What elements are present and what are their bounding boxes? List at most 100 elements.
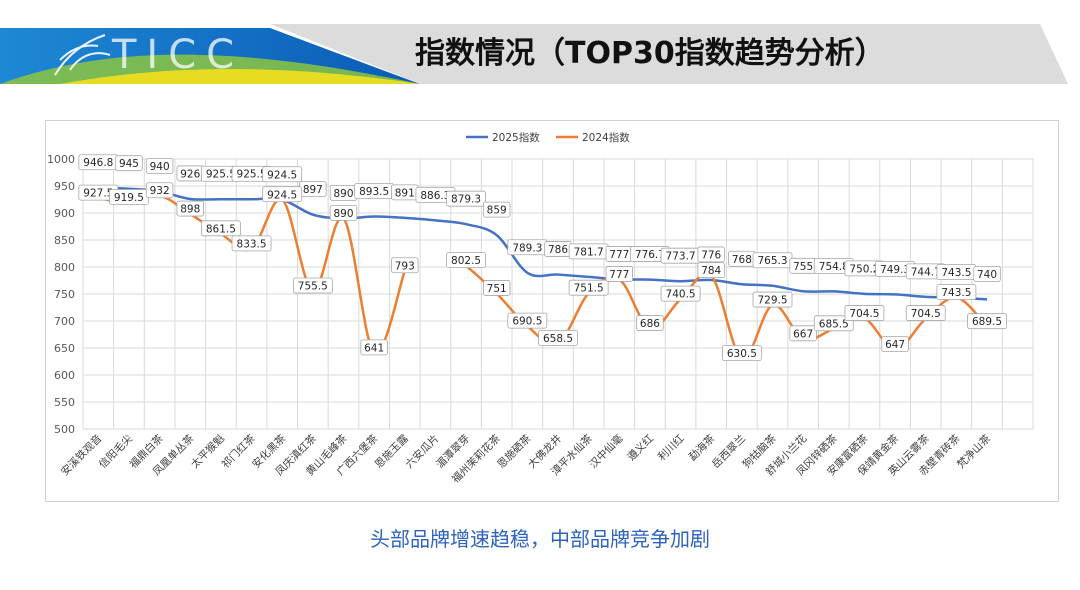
- data-label-2024: 784: [701, 265, 721, 277]
- data-label-box: [483, 280, 511, 296]
- data-label-box: [967, 313, 1007, 330]
- data-label-2024: 833.5: [237, 238, 267, 250]
- data-label-box: [697, 262, 725, 279]
- data-label-2025: 946.8: [83, 157, 113, 169]
- y-tick-label: 700: [54, 315, 75, 328]
- data-label-2024: 704.5: [911, 308, 941, 320]
- data-label-2025: 755: [793, 261, 813, 273]
- data-label-2024: 685.5: [819, 318, 849, 330]
- data-label-box: [752, 291, 793, 308]
- data-label-2024: 755.5: [298, 281, 328, 293]
- legend-label: 2024指数: [582, 131, 630, 144]
- header-banner: TICC 指数情况（TOP30指数趋势分析）: [0, 0, 1080, 90]
- data-label-box: [262, 166, 303, 183]
- data-label-2024: 686: [640, 318, 660, 330]
- data-label-2025: 776: [701, 249, 721, 261]
- data-label-box: [329, 205, 358, 221]
- data-label-2025: 925.5: [206, 169, 236, 181]
- data-label-box: [881, 336, 909, 353]
- data-label-box: [538, 330, 578, 346]
- data-label-2024: 793: [395, 260, 415, 272]
- data-label-2024: 740.5: [666, 289, 696, 301]
- x-tick-label: 梵净山茶: [954, 432, 993, 471]
- data-label-2025: 750.2: [849, 263, 879, 275]
- line-chart: 5005506006507007508008509009501000安溪铁观音信…: [47, 131, 1034, 486]
- data-label-2025: 945: [119, 158, 139, 170]
- data-label-2025: 781.7: [574, 246, 604, 258]
- data-label-box: [844, 305, 885, 321]
- data-label-2025: 859: [487, 205, 507, 217]
- data-label-box: [145, 158, 174, 174]
- data-label-2024: 932: [150, 185, 170, 197]
- data-label-2025: 893.5: [359, 186, 389, 198]
- data-label-box: [936, 284, 977, 300]
- data-label-box: [446, 190, 486, 207]
- y-tick-label: 850: [54, 234, 75, 247]
- x-tick-label: 汉中仙毫: [587, 432, 626, 471]
- summary-text: 头部品牌增速趋稳，中部品牌竞争加剧: [370, 527, 710, 551]
- data-label-2024: 777: [609, 269, 629, 281]
- data-label-box: [292, 277, 333, 294]
- data-label-box: [391, 257, 419, 274]
- data-label-2024: 919.5: [114, 192, 144, 204]
- data-label-2024: 924.5: [267, 189, 297, 201]
- data-label-2025: 744.7: [911, 266, 941, 278]
- data-label-box: [813, 315, 854, 332]
- data-label-2025: 879.3: [451, 194, 481, 206]
- data-label-2025: 891: [395, 187, 415, 199]
- x-tick-label: 遵义红: [625, 432, 657, 464]
- data-label-box: [176, 200, 204, 217]
- data-label-2025: 740: [977, 269, 997, 281]
- data-label-2024: 647: [885, 339, 905, 351]
- data-label-2024: 729.5: [757, 295, 787, 307]
- data-label-box: [905, 305, 946, 321]
- logo-text: TICC: [111, 32, 244, 78]
- data-label-2024: 630.5: [727, 348, 757, 360]
- data-label-box: [721, 345, 762, 361]
- data-label-box: [973, 265, 1001, 282]
- y-tick-label: 800: [54, 261, 75, 274]
- data-label-2024: 802.5: [451, 255, 481, 267]
- data-label-2024: 690.5: [512, 316, 542, 328]
- data-label-box: [697, 246, 725, 263]
- data-label-2024: 667: [793, 328, 813, 340]
- data-label-box: [507, 312, 548, 329]
- data-label-2025: 789.3: [512, 242, 542, 254]
- data-label-2025: 754.8: [819, 261, 849, 273]
- data-label-2024: 751: [487, 283, 507, 295]
- data-label-box: [605, 266, 633, 282]
- y-tick-label: 500: [54, 423, 75, 436]
- data-label-2025: 743.5: [941, 267, 971, 279]
- y-tick-label: 950: [54, 180, 75, 193]
- data-label-2024: 927.5: [83, 188, 113, 200]
- data-label-box: [262, 186, 303, 203]
- y-tick-label: 650: [54, 342, 75, 355]
- data-label-box: [660, 285, 701, 302]
- data-label-2024: 689.5: [972, 316, 1002, 328]
- data-label-2024: 704.5: [849, 308, 879, 320]
- y-tick-label: 550: [54, 396, 75, 409]
- data-label-box: [231, 235, 272, 252]
- data-label-2024: 898: [180, 204, 200, 216]
- data-label-2024: 890: [333, 208, 353, 220]
- data-label-box: [483, 201, 511, 218]
- data-label-2025: 777: [609, 249, 629, 261]
- data-label-2025: 749.3: [880, 264, 910, 276]
- data-label-box: [446, 252, 486, 269]
- data-label-2025: 886.3: [420, 190, 450, 202]
- data-label-2025: 925.5: [237, 169, 267, 181]
- logo-leaf-icon: [54, 34, 111, 76]
- data-label-2024: 641: [364, 342, 384, 354]
- data-label-2025: 776.7: [635, 249, 665, 261]
- data-label-2024: 658.5: [543, 333, 573, 345]
- y-tick-label: 900: [54, 207, 75, 220]
- header-graphic: TICC: [0, 24, 1068, 84]
- chart-container: 500 550 600 650 700 750 800 850 900 950 1000 安溪铁观音信…: [45, 120, 1059, 502]
- data-label-box: [360, 339, 388, 356]
- data-label-box: [568, 279, 609, 296]
- x-tick-label: 利川红: [655, 432, 687, 464]
- data-label-2025: 940: [150, 161, 170, 173]
- data-label-box: [636, 315, 664, 331]
- data-label-2025: 924.5: [267, 169, 297, 181]
- series-2025-line: [98, 186, 988, 301]
